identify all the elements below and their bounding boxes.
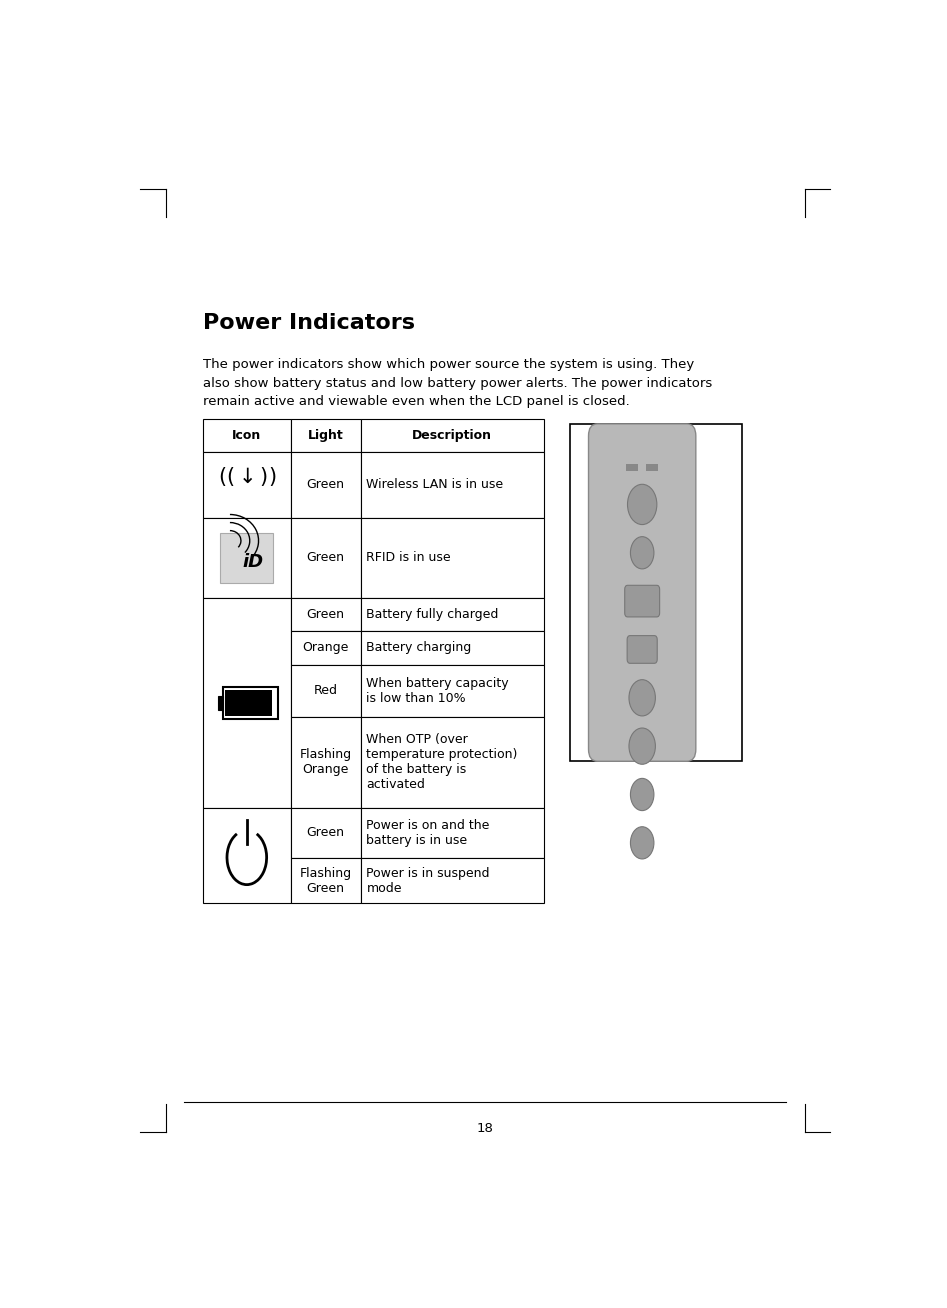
Circle shape	[628, 484, 657, 525]
Text: Green: Green	[307, 827, 345, 840]
Text: Power Indicators: Power Indicators	[203, 313, 415, 334]
Bar	[203, 453, 291, 518]
FancyBboxPatch shape	[588, 424, 696, 761]
Circle shape	[629, 680, 655, 715]
Bar	[570, 424, 742, 761]
Bar	[203, 598, 291, 807]
Bar	[626, 464, 637, 471]
Text: Light: Light	[308, 429, 344, 442]
Bar	[203, 807, 291, 904]
Text: Icon: Icon	[232, 429, 261, 442]
Circle shape	[631, 827, 654, 859]
Bar	[361, 807, 544, 858]
Text: 18: 18	[477, 1122, 493, 1135]
Bar	[221, 532, 274, 583]
Text: Flashing
Green: Flashing Green	[299, 867, 351, 895]
Text: Battery charging: Battery charging	[366, 641, 472, 654]
Bar	[203, 419, 291, 453]
FancyBboxPatch shape	[627, 636, 657, 663]
Circle shape	[631, 536, 654, 569]
Bar	[361, 717, 544, 807]
FancyBboxPatch shape	[625, 585, 660, 617]
Bar	[291, 518, 361, 598]
Bar	[203, 518, 291, 598]
Text: The power indicators show which power source the system is using. They
also show: The power indicators show which power so…	[203, 358, 712, 408]
Bar	[291, 453, 361, 518]
Bar	[223, 687, 278, 719]
Bar	[291, 717, 361, 807]
Bar	[361, 632, 544, 664]
Text: When battery capacity
is low than 10%: When battery capacity is low than 10%	[366, 676, 509, 705]
Bar	[291, 598, 361, 632]
Bar	[361, 453, 544, 518]
Circle shape	[629, 729, 655, 764]
Bar	[291, 807, 361, 858]
Bar	[361, 419, 544, 453]
Bar	[291, 664, 361, 717]
Text: Green: Green	[307, 479, 345, 492]
Bar	[291, 419, 361, 453]
Bar	[361, 518, 544, 598]
Circle shape	[631, 778, 654, 811]
Text: Green: Green	[307, 608, 345, 621]
Text: Green: Green	[307, 551, 345, 564]
Text: RFID is in use: RFID is in use	[366, 551, 451, 564]
Bar	[291, 858, 361, 904]
Text: Wireless LAN is in use: Wireless LAN is in use	[366, 479, 504, 492]
Text: iD: iD	[242, 553, 263, 570]
Text: Power is on and the
battery is in use: Power is on and the battery is in use	[366, 819, 490, 846]
Text: (($\downarrow$)): (($\downarrow$))	[218, 466, 276, 488]
Bar	[218, 696, 223, 710]
Bar	[225, 689, 272, 715]
Bar	[646, 464, 657, 471]
Bar	[361, 598, 544, 632]
Text: When OTP (over
temperature protection)
of the battery is
activated: When OTP (over temperature protection) o…	[366, 734, 518, 791]
Text: Power is in suspend
mode: Power is in suspend mode	[366, 867, 490, 895]
Text: Red: Red	[313, 684, 338, 697]
Text: Flashing
Orange: Flashing Orange	[299, 748, 351, 776]
Bar	[361, 664, 544, 717]
Text: Orange: Orange	[302, 641, 348, 654]
Bar	[361, 858, 544, 904]
Text: Battery fully charged: Battery fully charged	[366, 608, 499, 621]
Bar	[291, 632, 361, 664]
Text: Description: Description	[412, 429, 492, 442]
